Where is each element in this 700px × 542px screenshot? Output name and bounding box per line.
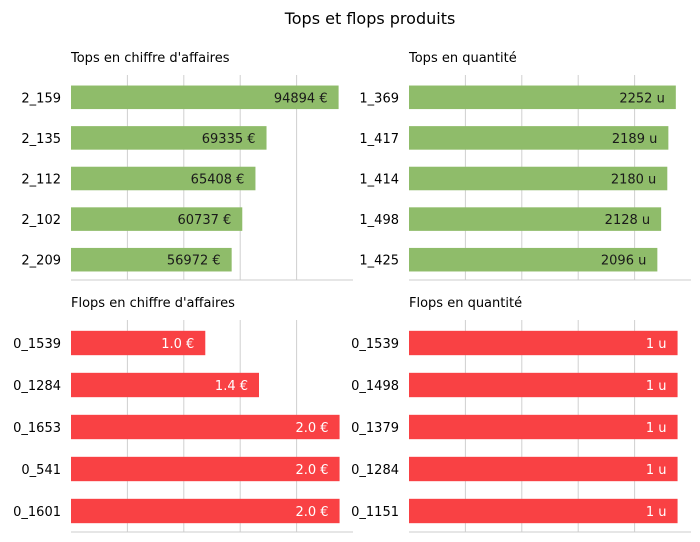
bar-value-label: 65408 € bbox=[191, 173, 245, 188]
y-tick-label: 2_135 bbox=[21, 132, 61, 147]
chart-panel: Tops en chiffre d'affaires 94894 € 2_159 69… bbox=[21, 51, 353, 281]
bar-value-label: 2189 u bbox=[612, 132, 657, 147]
bar bbox=[71, 247, 232, 272]
bar bbox=[71, 166, 256, 191]
bar-value-label: 1 u bbox=[646, 337, 667, 352]
y-tick-label: 2_159 bbox=[21, 91, 61, 106]
bar-value-label: 56972 € bbox=[167, 254, 221, 269]
y-tick-label: 1_417 bbox=[359, 132, 399, 147]
chart-title: Tops en chiffre d'affaires bbox=[70, 51, 230, 66]
y-tick-label: 0_1284 bbox=[351, 463, 399, 478]
bar-value-label: 1 u bbox=[646, 421, 667, 436]
bar bbox=[71, 498, 340, 524]
y-tick-label: 1_498 bbox=[359, 213, 399, 228]
bar bbox=[409, 85, 676, 110]
y-tick-label: 0_1498 bbox=[351, 379, 399, 394]
bar-value-label: 2252 u bbox=[619, 91, 664, 106]
bar bbox=[409, 456, 678, 482]
bar-value-label: 1 u bbox=[646, 505, 667, 520]
bar bbox=[71, 330, 206, 356]
chart-panel: Flops en quantité 1 u 0_1539 1 u 0_1498 1 u 0_… bbox=[351, 296, 691, 533]
y-tick-label: 0_1601 bbox=[13, 505, 61, 520]
bar-value-label: 1.0 € bbox=[161, 337, 194, 352]
chart-panel: Flops en chiffre d'affaires 1.0 € 0_1539 1.… bbox=[13, 296, 353, 533]
bar bbox=[409, 126, 669, 150]
y-tick-label: 1_425 bbox=[359, 254, 399, 269]
bar bbox=[409, 166, 668, 191]
bar bbox=[409, 330, 678, 356]
figure-title: Tops et flops produits bbox=[284, 9, 456, 28]
chart-title: Tops en quantité bbox=[408, 51, 517, 66]
y-tick-label: 1_414 bbox=[359, 173, 399, 188]
chart-title: Flops en chiffre d'affaires bbox=[71, 296, 235, 311]
bar bbox=[409, 414, 678, 440]
bar bbox=[71, 85, 339, 110]
y-tick-label: 2_209 bbox=[21, 254, 61, 269]
y-tick-label: 2_102 bbox=[21, 213, 61, 228]
y-tick-label: 0_541 bbox=[21, 463, 61, 478]
y-tick-label: 0_1379 bbox=[351, 421, 399, 436]
bar-value-label: 2128 u bbox=[605, 213, 650, 228]
bar-value-label: 2.0 € bbox=[295, 463, 328, 478]
bar-value-label: 2.0 € bbox=[295, 505, 328, 520]
bar-value-label: 2180 u bbox=[611, 173, 656, 188]
y-tick-label: 0_1653 bbox=[13, 421, 61, 436]
y-tick-label: 0_1539 bbox=[351, 337, 399, 352]
bar bbox=[71, 372, 259, 398]
chart-panels: Tops en chiffre d'affaires 94894 € 2_159 69… bbox=[13, 51, 691, 533]
chart-panel: Tops en quantité 2252 u 1_369 2189 u 1_417 21… bbox=[359, 51, 691, 281]
bar-value-label: 2.0 € bbox=[295, 421, 328, 436]
bar bbox=[71, 456, 340, 482]
y-tick-label: 0_1151 bbox=[351, 505, 399, 520]
bar-value-label: 1 u bbox=[646, 463, 667, 478]
bar bbox=[71, 207, 243, 231]
bar-value-label: 2096 u bbox=[601, 254, 646, 269]
bar-value-label: 94894 € bbox=[274, 91, 328, 106]
chart-title: Flops en quantité bbox=[409, 296, 522, 311]
bar bbox=[409, 247, 658, 272]
y-tick-label: 1_369 bbox=[359, 91, 399, 106]
y-tick-label: 0_1539 bbox=[13, 337, 61, 352]
bar-value-label: 60737 € bbox=[178, 213, 232, 228]
y-tick-label: 0_1284 bbox=[13, 379, 61, 394]
bar-value-label: 1 u bbox=[646, 379, 667, 394]
bar bbox=[71, 126, 267, 150]
bar bbox=[409, 498, 678, 524]
bar bbox=[409, 207, 662, 231]
bar-value-label: 69335 € bbox=[202, 132, 256, 147]
y-tick-label: 2_112 bbox=[21, 173, 61, 188]
bar bbox=[71, 414, 340, 440]
bar bbox=[409, 372, 678, 398]
bar-value-label: 1.4 € bbox=[215, 379, 248, 394]
